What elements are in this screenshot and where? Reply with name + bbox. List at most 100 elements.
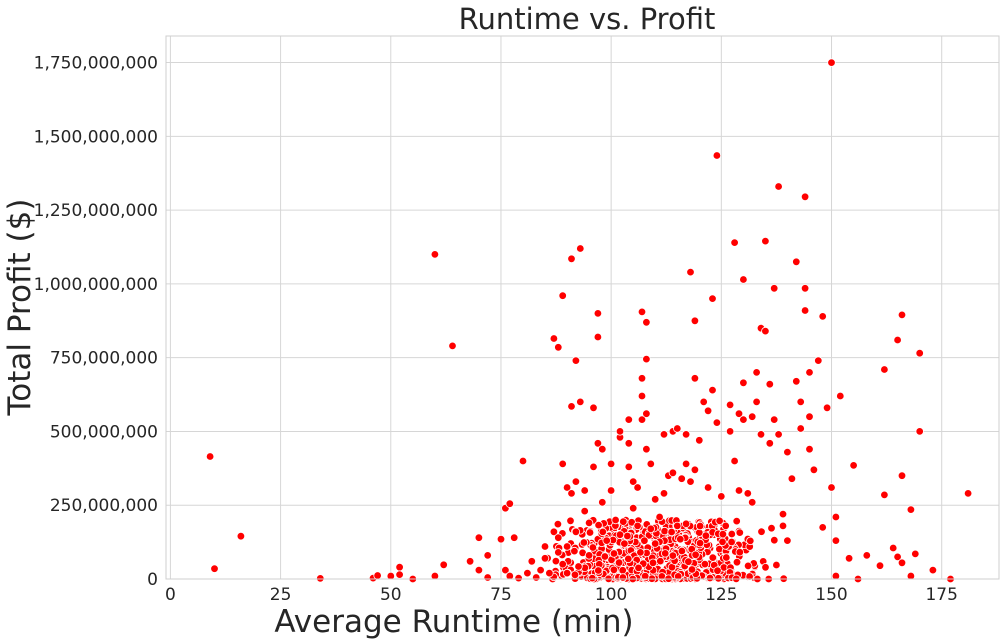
y-tick-label: 500,000,000 xyxy=(50,422,158,442)
scatter-point xyxy=(792,257,801,266)
scatter-point xyxy=(774,182,783,191)
scatter-point xyxy=(703,406,713,415)
scatter-point xyxy=(805,368,814,377)
x-tick-label: 50 xyxy=(380,585,402,605)
scatter-point xyxy=(880,490,889,500)
scatter-point xyxy=(761,563,770,572)
scatter-point xyxy=(386,571,395,581)
scatter-point xyxy=(690,316,700,325)
x-tick-label: 150 xyxy=(815,585,847,605)
y-tick-label: 750,000,000 xyxy=(50,349,158,369)
scatter-point xyxy=(880,365,889,374)
scatter-point xyxy=(915,427,924,436)
scatter-point xyxy=(849,461,858,470)
scatter-point xyxy=(606,486,616,495)
scatter-point xyxy=(677,546,687,556)
scatter-point xyxy=(725,427,735,436)
scatter-point xyxy=(836,391,845,401)
scatter-point xyxy=(634,563,643,573)
scatter-point xyxy=(772,560,781,570)
scatter-point xyxy=(510,533,519,542)
scatter-point xyxy=(637,391,647,401)
scatter-point xyxy=(722,553,731,562)
scatter-point xyxy=(593,439,603,448)
scatter-point xyxy=(727,537,736,547)
scatter-point xyxy=(554,548,563,557)
scatter-point xyxy=(778,521,788,531)
scatter-point xyxy=(602,536,611,545)
scatter-point xyxy=(739,378,748,387)
scatter-point xyxy=(567,489,576,498)
scatter-point xyxy=(690,465,700,474)
scatter-point xyxy=(673,521,682,531)
scatter-point xyxy=(373,571,382,580)
x-tick-label: 0 xyxy=(165,585,176,605)
scatter-point xyxy=(827,58,836,67)
scatter-point xyxy=(593,309,603,318)
scatter-point xyxy=(576,244,585,253)
scatter-point xyxy=(681,519,691,528)
scatter-point xyxy=(496,535,506,544)
scatter-point xyxy=(718,530,728,539)
scatter-point xyxy=(532,573,541,582)
scatter-point xyxy=(875,561,885,570)
scatter-point xyxy=(620,539,629,548)
scatter-point xyxy=(585,528,595,537)
scatter-point xyxy=(567,402,576,411)
scatter-point xyxy=(732,558,742,567)
scatter-point xyxy=(765,380,774,389)
scatter-point xyxy=(770,536,779,545)
scatter-point xyxy=(598,445,607,454)
scatter-point xyxy=(236,532,246,541)
scatter-point xyxy=(549,527,559,536)
scatter-point xyxy=(598,498,607,507)
scatter-point xyxy=(676,535,685,544)
scatter-point xyxy=(796,424,805,433)
scatter-point xyxy=(518,456,528,466)
scatter-point xyxy=(714,574,723,583)
scatter-point xyxy=(659,430,669,439)
scatter-point xyxy=(637,307,647,317)
scatter-point xyxy=(536,565,545,575)
scatter-point xyxy=(695,521,705,531)
scatter-point xyxy=(614,558,624,567)
scatter-point xyxy=(783,447,792,457)
scatter-point xyxy=(439,560,448,569)
scatter-point xyxy=(735,528,744,537)
scatter-point xyxy=(624,554,633,564)
scatter-point xyxy=(695,538,705,548)
scatter-point xyxy=(691,550,700,559)
scatter-point xyxy=(805,412,814,421)
scatter-point xyxy=(715,516,724,526)
y-tick-label: 1,000,000,000 xyxy=(34,275,158,295)
scatter-point xyxy=(646,459,655,469)
scatter-point xyxy=(770,284,779,293)
scatter-point xyxy=(562,483,572,492)
x-tick-label: 175 xyxy=(925,585,957,605)
scatter-point xyxy=(805,445,814,454)
scatter-point xyxy=(743,489,752,498)
scatter-point xyxy=(673,424,682,433)
scatter-point xyxy=(540,554,550,563)
scatter-point xyxy=(674,572,683,581)
scatter-point xyxy=(651,495,660,504)
scatter-point xyxy=(708,553,717,562)
scatter-point xyxy=(893,335,902,345)
scatter-point xyxy=(743,561,753,571)
y-axis-tick-labels: 0 250,000,000 500,000,000 750,000,000 1,000,… xyxy=(34,54,158,590)
scatter-point xyxy=(660,526,669,536)
scatter-point xyxy=(558,291,567,300)
scatter-point xyxy=(818,523,827,532)
scatter-point xyxy=(562,568,572,578)
scatter-point xyxy=(684,557,693,566)
scatter-point xyxy=(549,334,559,343)
scatter-point xyxy=(708,385,717,395)
scatter-point xyxy=(623,531,632,541)
scatter-point xyxy=(717,492,726,501)
scatter-point xyxy=(606,459,616,469)
scatter-point xyxy=(831,571,841,581)
scatter-point xyxy=(624,439,633,448)
scatter-point xyxy=(730,238,739,247)
scatter-point xyxy=(732,516,741,526)
